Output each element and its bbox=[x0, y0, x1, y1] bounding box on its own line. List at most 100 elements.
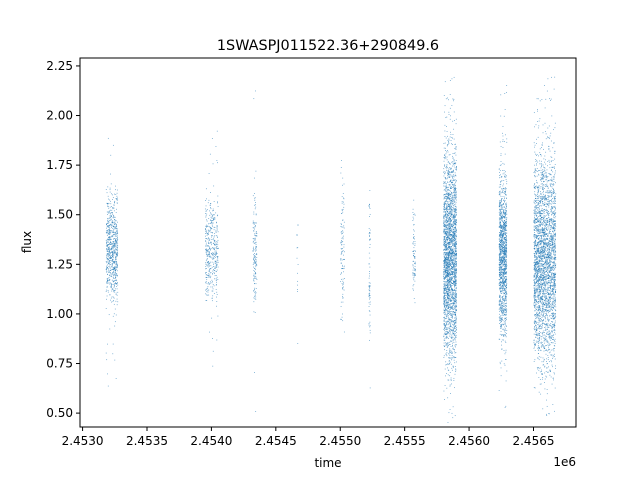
data-point bbox=[254, 199, 256, 201]
data-point bbox=[445, 137, 447, 139]
data-point bbox=[454, 238, 456, 240]
data-point bbox=[455, 290, 457, 292]
data-point bbox=[117, 275, 118, 276]
data-point bbox=[212, 215, 213, 217]
data-point bbox=[444, 228, 446, 230]
data-point bbox=[449, 306, 451, 308]
data-point bbox=[505, 251, 507, 253]
data-point bbox=[445, 188, 447, 190]
data-point bbox=[500, 218, 501, 219]
data-point bbox=[114, 244, 116, 245]
data-point bbox=[454, 179, 456, 181]
data-point bbox=[444, 306, 445, 307]
data-point bbox=[213, 243, 215, 245]
data-point bbox=[449, 289, 451, 290]
data-point bbox=[504, 236, 506, 238]
data-point bbox=[341, 259, 343, 261]
data-point bbox=[449, 248, 451, 249]
data-point bbox=[113, 252, 115, 254]
data-point bbox=[444, 297, 446, 299]
data-point bbox=[502, 280, 503, 281]
data-point bbox=[498, 226, 500, 227]
data-point bbox=[109, 283, 111, 285]
data-point bbox=[452, 247, 454, 249]
data-point bbox=[342, 193, 344, 194]
data-point bbox=[501, 277, 503, 279]
data-point bbox=[106, 253, 108, 255]
data-point bbox=[448, 168, 450, 170]
data-point bbox=[450, 179, 452, 181]
data-point bbox=[443, 345, 445, 347]
data-point bbox=[500, 325, 501, 327]
data-point bbox=[448, 316, 449, 318]
data-point bbox=[454, 234, 456, 236]
data-point bbox=[499, 363, 501, 365]
data-point bbox=[444, 324, 446, 326]
data-point bbox=[443, 207, 445, 208]
data-point bbox=[206, 279, 208, 281]
data-point bbox=[446, 214, 448, 216]
data-point bbox=[450, 202, 452, 203]
data-point bbox=[447, 274, 449, 276]
data-point bbox=[448, 256, 450, 258]
data-point bbox=[451, 242, 453, 244]
data-point bbox=[206, 268, 207, 269]
data-point bbox=[450, 308, 452, 309]
data-point bbox=[445, 252, 447, 254]
data-point bbox=[111, 266, 113, 267]
data-point bbox=[443, 267, 445, 269]
data-point bbox=[106, 249, 108, 251]
data-point bbox=[112, 232, 113, 234]
data-point bbox=[504, 353, 506, 355]
data-point bbox=[215, 244, 217, 246]
data-point bbox=[450, 220, 452, 222]
data-point bbox=[454, 250, 456, 252]
data-point bbox=[499, 299, 501, 300]
data-point bbox=[444, 256, 445, 257]
data-point bbox=[447, 226, 449, 228]
data-point bbox=[443, 281, 445, 283]
data-point bbox=[444, 340, 446, 341]
data-point bbox=[216, 305, 217, 307]
data-point bbox=[453, 163, 455, 165]
data-point bbox=[445, 353, 447, 355]
data-point bbox=[443, 255, 445, 257]
data-point bbox=[340, 223, 342, 225]
data-point bbox=[446, 238, 448, 240]
data-point bbox=[447, 219, 449, 221]
data-point bbox=[208, 238, 210, 240]
data-point bbox=[453, 245, 455, 247]
data-point bbox=[413, 272, 415, 274]
data-point bbox=[453, 278, 455, 279]
data-point bbox=[452, 347, 454, 349]
data-point bbox=[498, 284, 500, 286]
data-point bbox=[445, 342, 446, 344]
data-point bbox=[255, 235, 256, 237]
data-point bbox=[502, 277, 504, 279]
data-point bbox=[447, 173, 449, 174]
data-point bbox=[448, 154, 450, 156]
data-point bbox=[450, 215, 452, 217]
data-point bbox=[452, 324, 454, 326]
data-point bbox=[446, 262, 448, 263]
data-point bbox=[253, 254, 254, 256]
data-point bbox=[341, 283, 343, 284]
data-point bbox=[114, 193, 116, 195]
data-point bbox=[112, 255, 113, 257]
data-point bbox=[443, 249, 445, 251]
data-point bbox=[217, 195, 219, 197]
data-point bbox=[210, 222, 212, 224]
data-point bbox=[206, 250, 208, 252]
data-point bbox=[451, 288, 453, 290]
data-point bbox=[499, 294, 500, 296]
data-point bbox=[445, 223, 447, 225]
data-point bbox=[115, 220, 117, 222]
data-point bbox=[454, 352, 456, 354]
data-point bbox=[255, 263, 256, 264]
data-point bbox=[444, 136, 446, 137]
data-point bbox=[452, 194, 454, 196]
data-point bbox=[450, 201, 452, 203]
data-point bbox=[443, 277, 445, 279]
data-point bbox=[450, 264, 451, 266]
data-point bbox=[504, 226, 506, 228]
